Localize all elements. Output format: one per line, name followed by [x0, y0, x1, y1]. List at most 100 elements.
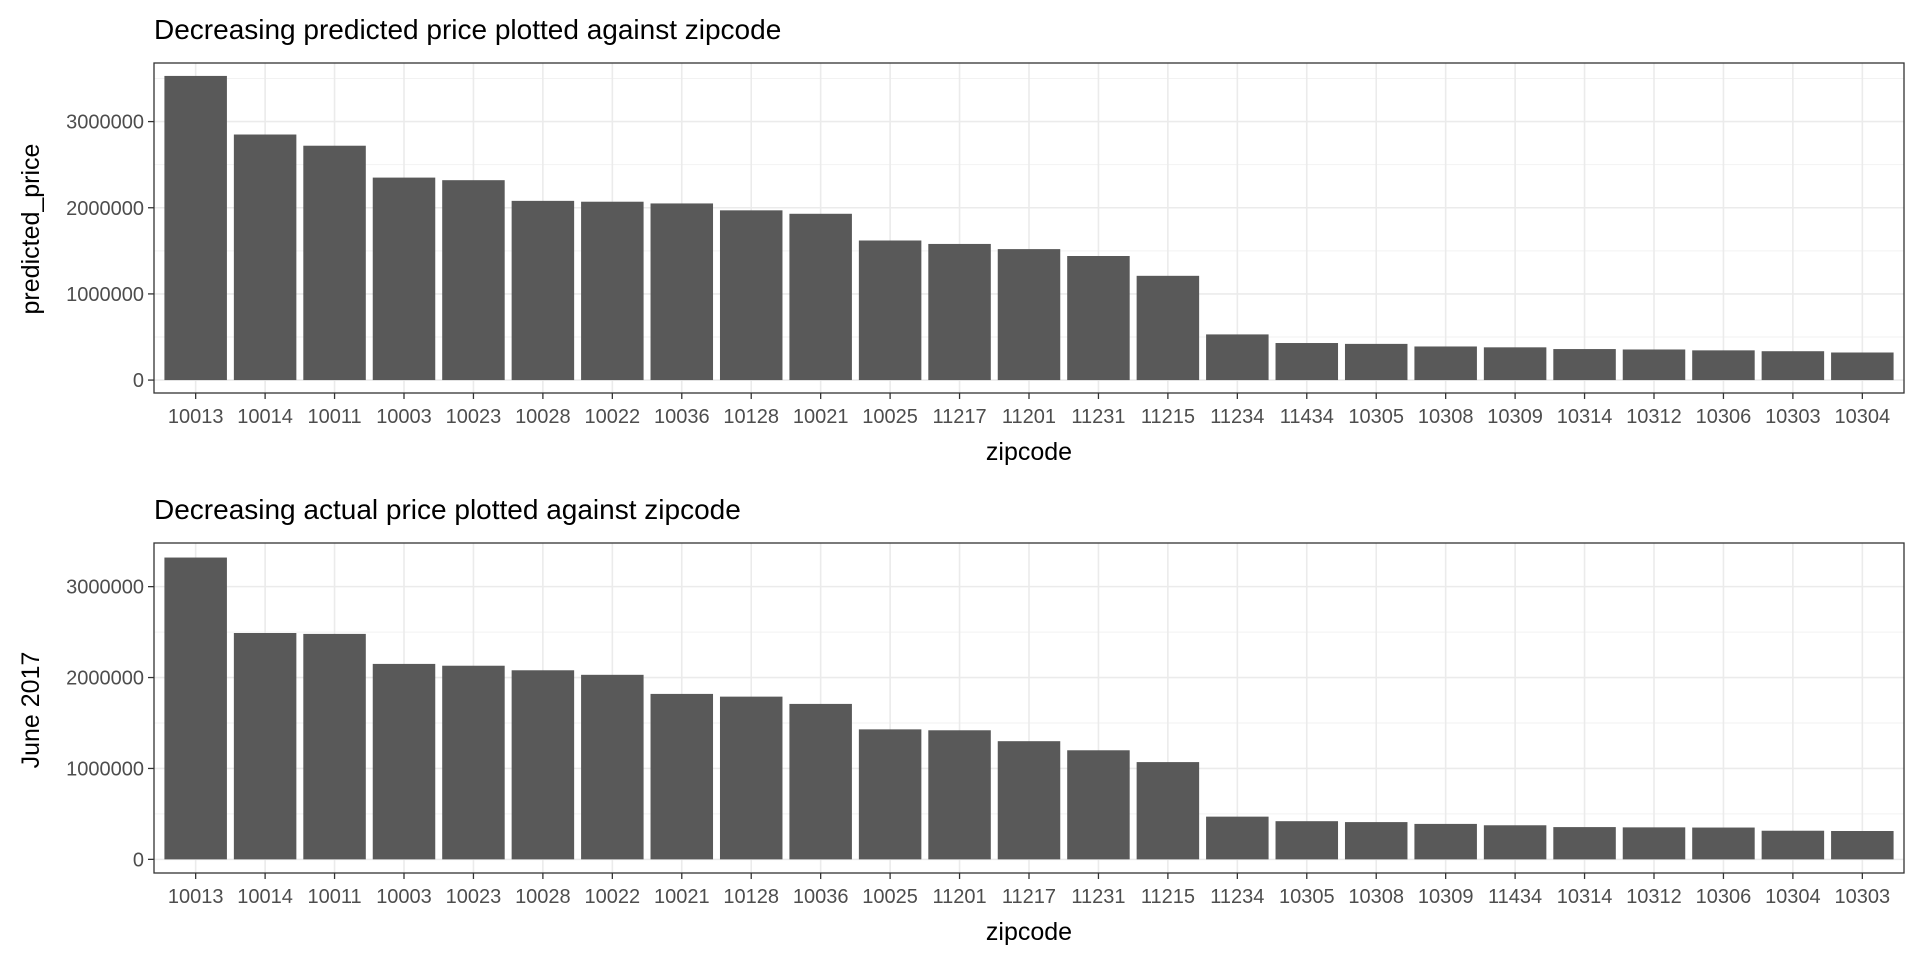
bar-10128 — [719, 210, 783, 381]
bar-10308 — [1344, 822, 1408, 860]
x-tick-label: 10304 — [1765, 886, 1821, 908]
y-tick-label: 3000000 — [66, 112, 144, 134]
chart-1-x-axis-title: zipcode — [986, 438, 1072, 466]
x-tick-label: 10303 — [1835, 886, 1891, 908]
x-tick-label: 11434 — [1280, 406, 1334, 428]
bar-10306 — [1692, 827, 1755, 860]
y-tick-label: 0 — [133, 370, 144, 392]
bar-10036 — [650, 203, 714, 381]
chart-1-title: Decreasing predicted price plotted again… — [154, 14, 781, 45]
x-tick-label: 11215 — [1141, 886, 1195, 908]
chart-1-y-axis-title: predicted_price — [17, 144, 45, 315]
chart-1-y-axis: 0 1000000 2000000 3000000 — [66, 112, 154, 392]
bar-10305 — [1344, 343, 1408, 381]
x-tick-label: 11217 — [1002, 886, 1056, 908]
bar-11434 — [1275, 343, 1339, 381]
bar-10309 — [1483, 347, 1547, 381]
bar-10023 — [442, 665, 505, 860]
x-tick-label: 11215 — [1141, 406, 1195, 428]
x-tick-label: 10128 — [723, 406, 779, 428]
x-tick-label: 11217 — [932, 406, 986, 428]
x-tick-label: 10011 — [307, 886, 361, 908]
bar-11201 — [997, 249, 1061, 381]
x-tick-label: 10304 — [1835, 406, 1891, 428]
bar-10309 — [1414, 823, 1477, 860]
bar-10306 — [1692, 350, 1755, 381]
bar-10013 — [164, 557, 227, 860]
bar-10003 — [372, 177, 436, 381]
bar-10036 — [789, 703, 852, 860]
x-tick-label: 10305 — [1279, 886, 1335, 908]
chart-2-y-axis-title: June 2017 — [17, 652, 45, 769]
y-tick-label: 0 — [133, 849, 144, 871]
x-tick-label: 10025 — [862, 886, 918, 908]
chart-2: Decreasing actual price plotted against … — [17, 494, 1905, 946]
bar-11234 — [1206, 816, 1269, 860]
bar-10028 — [511, 200, 575, 381]
bar-10303 — [1831, 831, 1894, 860]
bar-10308 — [1414, 346, 1477, 381]
x-tick-label: 11201 — [1002, 406, 1056, 428]
x-tick-label: 10308 — [1418, 406, 1474, 428]
bar-10028 — [511, 670, 575, 860]
x-tick-label: 10003 — [376, 886, 432, 908]
x-tick-label: 11234 — [1210, 406, 1264, 428]
chart-1-bars — [164, 75, 1894, 381]
bar-11201 — [928, 730, 991, 860]
y-tick-label: 1000000 — [66, 758, 144, 780]
x-tick-label: 10308 — [1348, 886, 1404, 908]
y-tick-label: 1000000 — [66, 284, 144, 306]
bar-11231 — [1067, 750, 1130, 860]
bar-10314 — [1553, 827, 1616, 860]
y-tick-label: 2000000 — [66, 668, 144, 690]
x-tick-label: 10021 — [654, 886, 710, 908]
chart-2-x-axis: 10013 10014 10011 10003 10023 10028 10022 10021… — [168, 873, 1890, 908]
x-tick-label: 10309 — [1418, 886, 1474, 908]
chart-2-y-axis: 0 1000000 2000000 3000000 — [66, 577, 154, 871]
x-tick-label: 10011 — [307, 406, 361, 428]
x-tick-label: 11231 — [1071, 406, 1125, 428]
bar-10011 — [303, 633, 366, 860]
bar-10021 — [650, 693, 714, 860]
bar-10014 — [233, 134, 297, 381]
x-tick-label: 11234 — [1210, 886, 1264, 908]
x-tick-label: 11231 — [1071, 886, 1125, 908]
chart-2-bars — [164, 557, 1894, 860]
y-tick-label: 2000000 — [66, 198, 144, 220]
x-tick-label: 10014 — [237, 406, 293, 428]
x-tick-label: 10013 — [168, 886, 224, 908]
bar-10304 — [1761, 830, 1825, 860]
chart-2-title: Decreasing actual price plotted against … — [154, 494, 741, 525]
x-tick-label: 10022 — [585, 886, 641, 908]
x-tick-label: 11201 — [932, 886, 986, 908]
x-tick-label: 10312 — [1626, 886, 1682, 908]
x-tick-label: 10023 — [446, 406, 502, 428]
bar-10023 — [442, 180, 505, 381]
x-tick-label: 10028 — [515, 886, 571, 908]
x-tick-label: 10309 — [1487, 406, 1543, 428]
bar-11217 — [997, 741, 1061, 860]
bar-11215 — [1136, 762, 1200, 860]
x-tick-label: 10013 — [168, 406, 224, 428]
bar-10021 — [789, 213, 852, 381]
bar-10128 — [719, 696, 783, 860]
x-tick-label: 10025 — [862, 406, 918, 428]
bar-11234 — [1206, 334, 1269, 381]
x-tick-label: 10128 — [723, 886, 779, 908]
x-tick-label: 10036 — [793, 886, 849, 908]
x-tick-label: 10014 — [237, 886, 293, 908]
bar-10312 — [1622, 349, 1686, 381]
x-tick-label: 10022 — [585, 406, 641, 428]
bar-10312 — [1622, 827, 1686, 860]
bar-11217 — [928, 243, 991, 381]
x-tick-label: 10314 — [1557, 886, 1613, 908]
x-tick-label: 10023 — [446, 886, 502, 908]
y-tick-label: 3000000 — [66, 577, 144, 599]
bar-10022 — [581, 674, 644, 860]
x-tick-label: 10036 — [654, 406, 710, 428]
bar-10025 — [858, 240, 922, 381]
x-tick-label: 10021 — [793, 406, 849, 428]
chart-1: Decreasing predicted price plotted again… — [17, 14, 1905, 466]
x-tick-label: 10306 — [1696, 886, 1752, 908]
